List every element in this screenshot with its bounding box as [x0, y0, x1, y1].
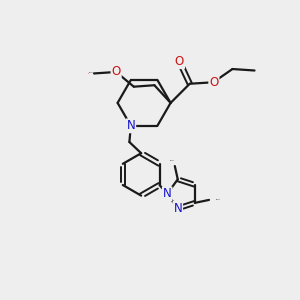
Text: methoxy: methoxy	[88, 72, 95, 74]
Text: methyl: methyl	[169, 160, 174, 161]
Text: N: N	[163, 188, 172, 200]
Text: O: O	[112, 65, 121, 79]
Text: O: O	[209, 76, 218, 89]
Text: O: O	[88, 73, 89, 74]
Text: methyl: methyl	[215, 199, 220, 200]
Text: O: O	[175, 55, 184, 68]
Text: N: N	[127, 119, 135, 132]
Text: N: N	[173, 202, 182, 215]
